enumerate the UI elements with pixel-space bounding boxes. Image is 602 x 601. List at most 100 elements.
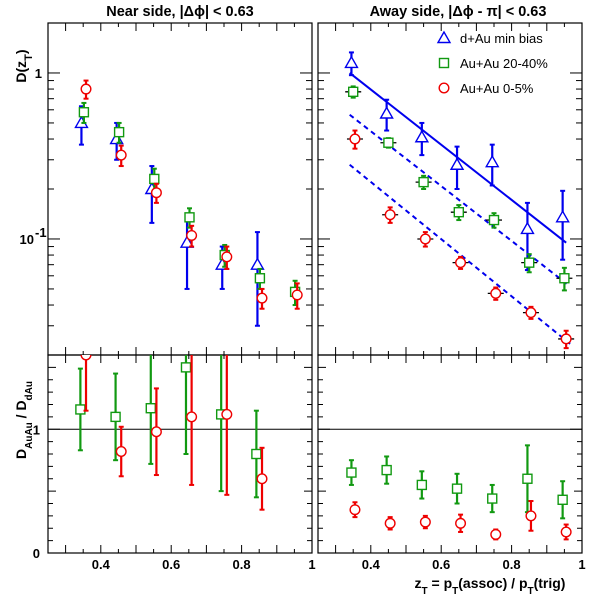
data-point — [344, 55, 359, 69]
data-point — [560, 333, 572, 345]
data-point — [418, 176, 429, 188]
data-point — [419, 516, 431, 528]
legend-marker — [436, 30, 452, 44]
data-point — [75, 404, 86, 415]
data-point — [525, 510, 537, 522]
series-top-1-circle — [346, 129, 575, 350]
data-point — [490, 528, 502, 540]
x-tick-label: 0.8 — [503, 557, 521, 572]
data-point — [221, 251, 233, 263]
data-point — [186, 229, 198, 241]
data-point — [251, 448, 262, 460]
data-point — [256, 292, 268, 304]
data-point — [184, 212, 195, 223]
data-point — [453, 206, 464, 218]
data-point — [115, 446, 127, 458]
series-top-1-square — [345, 85, 573, 292]
x-axis-label: zT = pT(assoc) / pT(trig) — [415, 575, 566, 597]
bottom-panel-frame-0 — [47, 354, 313, 554]
data-point — [449, 157, 465, 170]
y-tick-label: 1 — [33, 422, 40, 437]
svg-text:DAuAu / DdAu: DAuAu / DdAu — [13, 381, 35, 459]
data-point — [384, 517, 396, 529]
data-point — [379, 106, 394, 119]
top-panel-frame-1 — [317, 22, 583, 356]
data-point — [559, 273, 570, 284]
data-point — [291, 289, 303, 301]
data-point — [221, 408, 233, 420]
x-tick-label: 0.4 — [362, 557, 381, 572]
data-point — [455, 257, 467, 269]
data-point — [485, 154, 500, 168]
data-point — [256, 473, 268, 485]
x-tick-label: 0.4 — [92, 557, 111, 572]
data-point — [250, 257, 265, 270]
y-tick-label-exponent: -1 — [35, 225, 47, 240]
away-side-title: Away side, |Δϕ - π| < 0.63 — [370, 4, 547, 20]
data-point — [455, 517, 467, 529]
x-tick-label: 1 — [308, 557, 315, 572]
data-point — [381, 464, 392, 476]
data-point — [525, 307, 537, 319]
y-tick-label: 0 — [33, 546, 40, 561]
series-bottom-0-circle — [80, 355, 268, 511]
data-point — [110, 411, 121, 423]
legend-marker — [438, 57, 450, 69]
data-point — [150, 426, 162, 438]
data-point — [520, 221, 535, 235]
legend-marker — [438, 82, 450, 94]
x-tick-label: 0.6 — [162, 557, 180, 572]
series-bottom-1-square — [346, 444, 568, 520]
data-point — [80, 83, 92, 95]
data-point — [490, 287, 502, 299]
data-point — [451, 483, 463, 494]
data-point — [524, 257, 535, 268]
data-point — [150, 187, 162, 199]
near-side-title: Near side, |Δϕ| < 0.63 — [106, 4, 254, 20]
data-point — [348, 86, 359, 98]
bottom-y-axis-label: DAuAu / DdAu — [13, 381, 35, 459]
legend: d+Au min bias Au+Au 20-40% Au+Au 0-5% — [436, 30, 548, 96]
series-bottom-0-square — [75, 355, 262, 499]
data-point — [384, 209, 396, 221]
data-point — [115, 149, 127, 161]
data-point — [149, 173, 160, 185]
y-tick-label-1: 1 — [35, 66, 42, 81]
data-point — [555, 209, 570, 223]
series-top-0-square — [78, 101, 301, 307]
data-point — [349, 504, 361, 516]
bottom-panel-frame-1 — [317, 354, 583, 554]
data-point — [78, 107, 90, 118]
data-point — [522, 473, 533, 484]
data-point — [416, 479, 428, 491]
legend-label: Au+Au 0-5% — [460, 81, 534, 96]
data-point — [80, 355, 92, 361]
legend-label: Au+Au 20-40% — [460, 56, 548, 71]
x-tick-label: 0.6 — [432, 557, 450, 572]
x-tick-label: 1 — [578, 557, 585, 572]
svg-text:D(zT): D(zT) — [13, 49, 35, 82]
data-point — [560, 526, 572, 538]
data-point — [113, 126, 125, 138]
data-point — [487, 493, 498, 504]
data-point — [254, 273, 266, 284]
data-point — [557, 494, 568, 505]
svg-text:zT = pT(assoc) / pT(trig): zT = pT(assoc) / pT(trig) — [415, 575, 566, 597]
top-panel-frame-0 — [47, 22, 313, 356]
data-point — [145, 403, 156, 414]
fit-line-dashed — [349, 163, 573, 346]
legend-label: d+Au min bias — [460, 31, 543, 46]
data-point — [383, 137, 394, 148]
top-y-axis-label: D(zT) — [13, 49, 35, 82]
data-point — [180, 362, 192, 373]
x-tick-label: 0.8 — [233, 557, 251, 572]
data-point — [179, 235, 195, 248]
data-point — [346, 467, 357, 478]
data-point — [488, 214, 500, 226]
y-tick-label-0.1: 10 — [20, 232, 34, 247]
series-top-1-triangle — [344, 51, 570, 272]
data-point — [419, 233, 431, 245]
data-point — [349, 133, 361, 145]
data-point — [186, 411, 198, 423]
